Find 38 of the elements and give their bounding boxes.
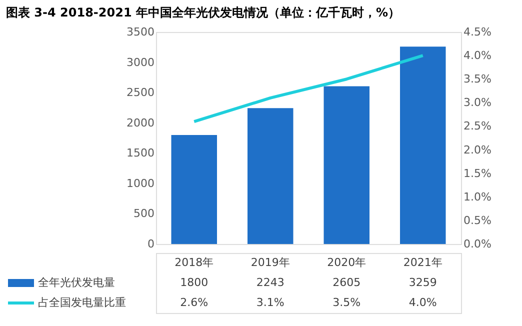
y-tick-label: 2500 bbox=[126, 86, 154, 100]
data-label: 2605 bbox=[332, 276, 361, 289]
y-tick-label: 0 bbox=[148, 238, 154, 250]
y2-tick-label: 0.5% bbox=[464, 214, 492, 227]
y2-tick-label: 1.0% bbox=[464, 190, 492, 204]
chart-title: 图表 3-4 2018-2021 年中国全年光伏发电情况（单位：亿千瓦时，%） bbox=[6, 6, 400, 20]
y2-tick-label: 2.0% bbox=[464, 143, 492, 156]
bar bbox=[324, 86, 370, 244]
data-label: 2.6% bbox=[180, 296, 208, 309]
y2-tick-label: 4.0% bbox=[464, 49, 492, 62]
bar bbox=[248, 108, 294, 244]
data-label: 1800 bbox=[180, 276, 208, 289]
y2-tick-label: 4.5% bbox=[464, 26, 492, 38]
y2-tick-label: 3.0% bbox=[464, 96, 492, 110]
y-tick-label: 1500 bbox=[126, 146, 154, 160]
x-tick-label: 2021年 bbox=[403, 256, 442, 269]
y2-tick-label: 0.0% bbox=[464, 238, 492, 250]
legend-label: 全年光伏发电量 bbox=[38, 276, 115, 289]
legend-label: 占全国发电量比重 bbox=[38, 296, 126, 309]
x-tick-label: 2018年 bbox=[174, 256, 214, 269]
bar bbox=[171, 134, 217, 244]
x-tick-label: 2019年 bbox=[250, 256, 290, 269]
y2-tick-label: 2.5% bbox=[464, 120, 492, 133]
data-label: 3.1% bbox=[256, 296, 284, 309]
y-tick-label: 2000 bbox=[126, 116, 154, 130]
data-label: 2243 bbox=[256, 276, 284, 289]
data-label: 3259 bbox=[408, 276, 437, 289]
y-tick-label: 500 bbox=[134, 207, 154, 220]
y2-tick-label: 3.5% bbox=[464, 72, 492, 86]
line-series bbox=[192, 54, 424, 124]
y-tick-label: 1000 bbox=[126, 176, 154, 190]
y-tick-label: 3000 bbox=[126, 56, 154, 69]
y2-tick-label: 1.5% bbox=[464, 166, 492, 180]
data-label: 4.0% bbox=[408, 296, 437, 309]
y-tick-label: 3500 bbox=[126, 26, 154, 38]
bar bbox=[400, 46, 446, 244]
x-tick-label: 2020年 bbox=[327, 256, 366, 269]
data-label: 3.5% bbox=[332, 296, 361, 309]
